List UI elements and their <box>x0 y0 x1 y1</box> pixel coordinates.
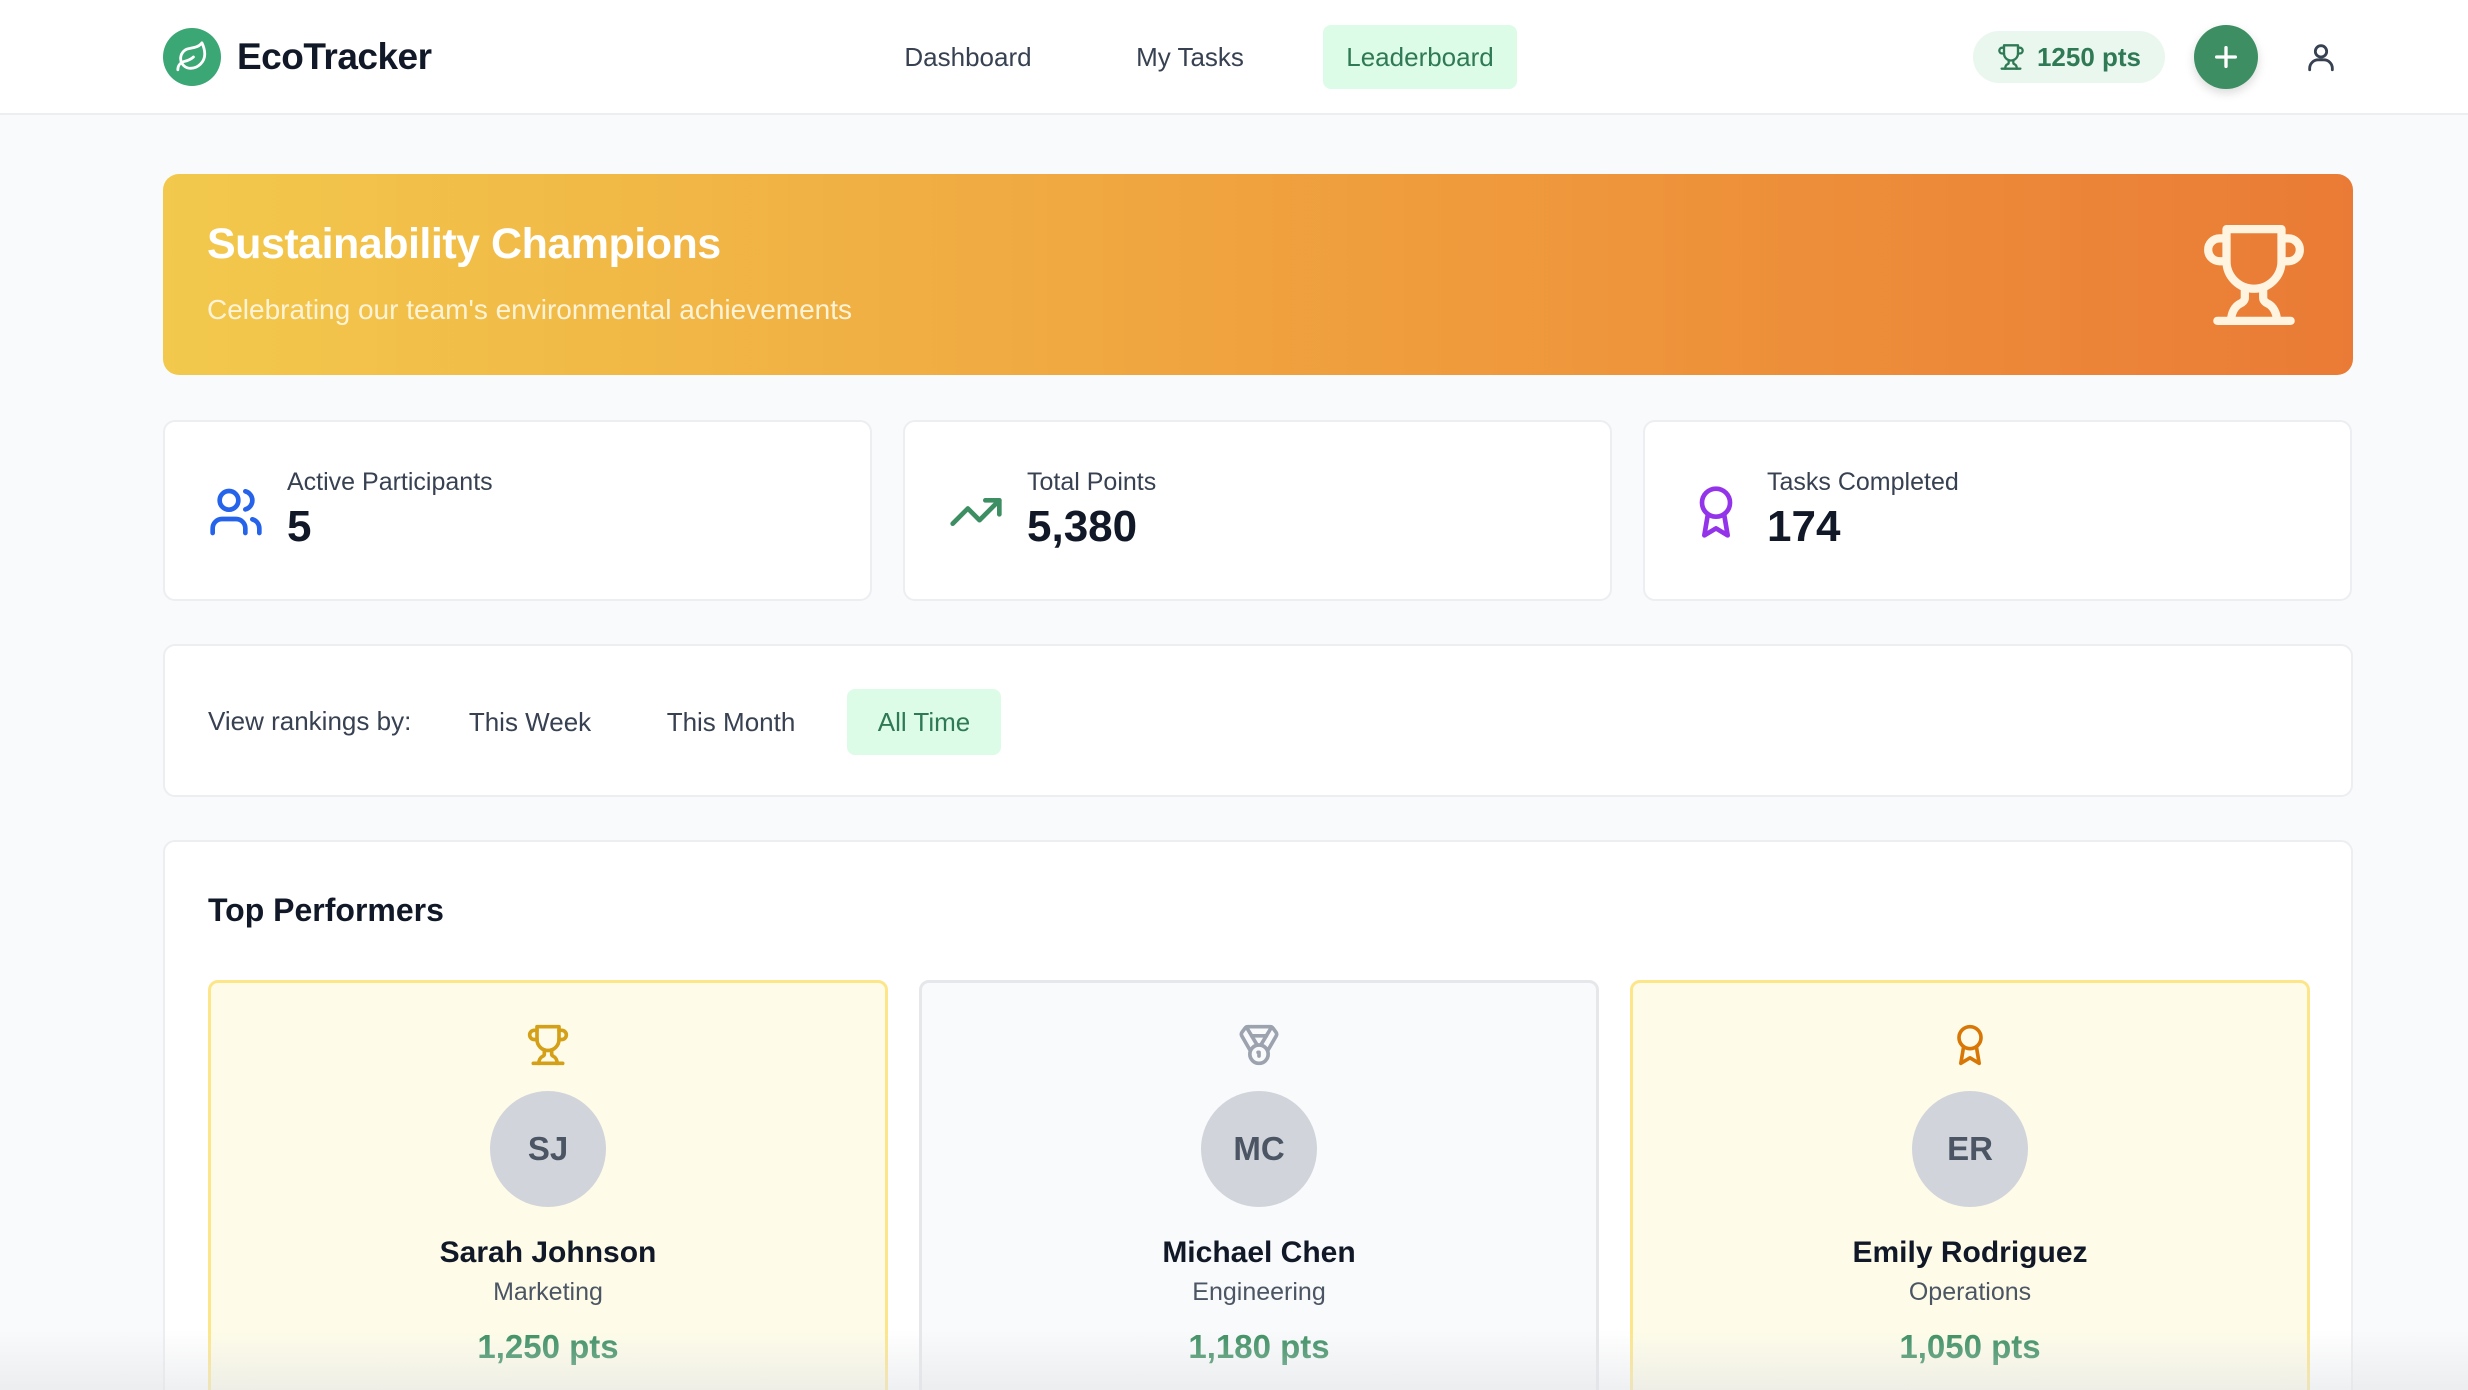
performer-points: 1,250 pts <box>477 1328 619 1365</box>
nav-my-tasks[interactable]: My Tasks <box>1136 42 1244 72</box>
performer-points: 1,050 pts <box>1899 1328 2041 1365</box>
performer-name: Emily Rodriguez <box>1852 1236 2088 1269</box>
trophy-icon <box>1998 44 2024 70</box>
users-icon <box>210 488 262 536</box>
trending-up-icon <box>950 498 1002 526</box>
medal-icon <box>1239 1024 1279 1066</box>
stat-label: Tasks Completed <box>1767 468 1959 496</box>
points-value: 1250 pts <box>2036 41 2142 72</box>
trophy-icon <box>527 1024 569 1066</box>
filter-this-month[interactable]: This Month <box>666 707 796 737</box>
performer-department: Engineering <box>1192 1278 1326 1306</box>
brand-name: EcoTracker <box>237 36 432 77</box>
avatar: MC <box>1201 1091 1317 1207</box>
stat-value: 5,380 <box>1027 502 1138 551</box>
performer-department: Operations <box>1908 1278 2032 1306</box>
plus-icon <box>2215 46 2237 68</box>
user-icon <box>2308 44 2334 72</box>
top-navbar: EcoTracker Dashboard My Tasks Leaderboar… <box>0 0 2468 115</box>
avatar: SJ <box>490 1091 606 1207</box>
hero-banner: Sustainability Champions Celebrating our… <box>163 174 2353 375</box>
stat-label: Active Participants <box>287 468 493 496</box>
stat-value: 5 <box>287 502 312 551</box>
stat-value: 174 <box>1767 502 1841 551</box>
nav-leaderboard[interactable]: Leaderboard <box>1323 25 1517 89</box>
leaf-icon <box>163 28 221 86</box>
user-profile-button[interactable] <box>2300 36 2342 78</box>
banner-subtitle: Celebrating our team's environmental ach… <box>207 294 853 325</box>
performer-department: Marketing <box>493 1278 603 1306</box>
add-task-button[interactable] <box>2194 25 2258 89</box>
points-badge: 1250 pts <box>1973 31 2165 83</box>
performer-card-2[interactable]: MC Michael Chen Engineering 1,180 pts <box>919 980 1599 1390</box>
stat-card-tasks-completed: Tasks Completed 174 <box>1643 420 2352 601</box>
performer-card-1[interactable]: SJ Sarah Johnson Marketing 1,250 pts <box>208 980 888 1390</box>
filter-label: View rankings by: <box>208 706 412 736</box>
top-performers-section: Top Performers SJ Sarah Johnson Marketin… <box>163 840 2353 1390</box>
nav-dashboard[interactable]: Dashboard <box>904 42 1032 72</box>
stat-card-participants: Active Participants 5 <box>163 420 872 601</box>
banner-title: Sustainability Champions <box>207 220 721 268</box>
award-icon <box>1699 486 1733 538</box>
filter-all-time[interactable]: All Time <box>847 689 1001 755</box>
avatar: ER <box>1912 1091 2028 1207</box>
trophy-icon <box>2204 225 2304 325</box>
filter-this-week[interactable]: This Week <box>468 707 592 737</box>
stat-label: Total Points <box>1027 468 1157 496</box>
stat-card-total-points: Total Points 5,380 <box>903 420 1612 601</box>
performer-name: Michael Chen <box>1162 1236 1356 1269</box>
award-icon <box>1957 1024 1983 1066</box>
performer-card-3[interactable]: ER Emily Rodriguez Operations 1,050 pts <box>1630 980 2310 1390</box>
performer-name: Sarah Johnson <box>439 1236 657 1269</box>
ranking-filter: View rankings by: This Week This Month A… <box>163 644 2353 797</box>
section-title: Top Performers <box>208 892 444 928</box>
brand[interactable]: EcoTracker <box>163 28 432 86</box>
performer-points: 1,180 pts <box>1188 1328 1330 1365</box>
